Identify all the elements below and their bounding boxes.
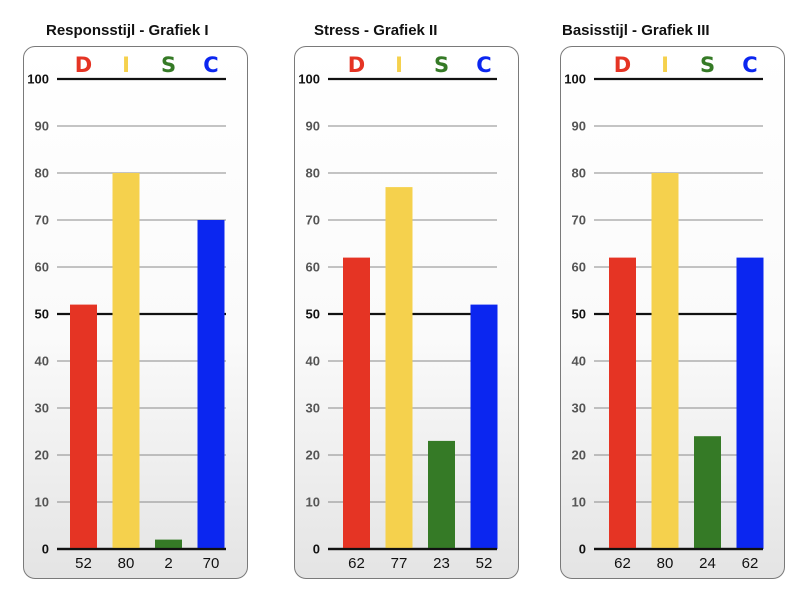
bar-value-label: 52 — [476, 555, 493, 572]
bar-s — [428, 440, 455, 549]
category-label-s: S — [434, 53, 449, 77]
category-label-d: D — [348, 53, 365, 77]
bar-value-label: 2 — [164, 555, 172, 572]
y-tick-label: 60 — [572, 260, 586, 275]
bar-value-label: 62 — [614, 555, 631, 572]
y-tick-label: 30 — [35, 401, 49, 416]
bar-s — [155, 539, 182, 549]
y-tick-label: 100 — [564, 72, 586, 87]
category-label-c: C — [742, 53, 757, 77]
y-tick-label: 70 — [306, 213, 320, 228]
y-tick-label: 0 — [313, 542, 320, 557]
bar-value-label: 62 — [742, 555, 759, 572]
y-tick-label: 10 — [35, 495, 49, 510]
y-tick-label: 20 — [35, 448, 49, 463]
y-tick-label: 100 — [27, 72, 49, 87]
category-label-d: D — [75, 53, 92, 77]
y-tick-label: 40 — [35, 354, 49, 369]
y-tick-label: 100 — [298, 72, 320, 87]
y-tick-label: 20 — [572, 448, 586, 463]
y-tick-label: 30 — [572, 401, 586, 416]
y-tick-label: 40 — [306, 354, 320, 369]
chart-title-1: Responsstijl - Grafiek I — [46, 22, 209, 39]
bar-value-label: 52 — [75, 555, 92, 572]
bar-value-label: 80 — [118, 555, 135, 572]
y-tick-label: 70 — [35, 213, 49, 228]
category-label-c: C — [203, 53, 218, 77]
y-tick-label: 20 — [306, 448, 320, 463]
bar-value-label: 62 — [348, 555, 365, 572]
category-label-c: C — [476, 53, 491, 77]
bar-value-label: 23 — [433, 555, 450, 572]
y-tick-label: 50 — [35, 307, 49, 322]
bar-c — [197, 220, 225, 549]
bar-value-label: 80 — [657, 555, 674, 572]
bar-d — [343, 257, 370, 549]
y-tick-label: 80 — [306, 166, 320, 181]
bar-value-label: 70 — [203, 555, 220, 572]
y-tick-label: 0 — [579, 542, 586, 557]
bar-i — [651, 173, 679, 549]
category-label-i: I — [122, 53, 130, 77]
bar-d — [609, 257, 636, 549]
y-tick-label: 90 — [35, 119, 49, 134]
y-tick-label: 10 — [306, 495, 320, 510]
y-tick-label: 80 — [572, 166, 586, 181]
bar-i — [112, 173, 140, 549]
bar-c — [470, 304, 498, 549]
bar-value-label: 77 — [391, 555, 408, 572]
y-tick-label: 80 — [35, 166, 49, 181]
y-tick-label: 90 — [306, 119, 320, 134]
y-tick-label: 90 — [572, 119, 586, 134]
chart-title-3: Basisstijl - Grafiek III — [562, 22, 710, 39]
y-tick-label: 10 — [572, 495, 586, 510]
y-tick-label: 50 — [572, 307, 586, 322]
bar-d — [70, 304, 97, 549]
bar-i — [385, 187, 413, 549]
y-tick-label: 0 — [42, 542, 49, 557]
chart-title-2: Stress - Grafiek II — [314, 22, 438, 39]
y-tick-label: 70 — [572, 213, 586, 228]
y-tick-label: 30 — [306, 401, 320, 416]
category-label-s: S — [700, 53, 715, 77]
y-tick-label: 50 — [306, 307, 320, 322]
y-tick-label: 60 — [306, 260, 320, 275]
bar-value-label: 24 — [699, 555, 716, 572]
bar-s — [694, 436, 721, 549]
bar-c — [736, 257, 764, 549]
category-label-d: D — [614, 53, 631, 77]
category-label-i: I — [395, 53, 403, 77]
category-label-s: S — [161, 53, 176, 77]
y-tick-label: 40 — [572, 354, 586, 369]
y-tick-label: 60 — [35, 260, 49, 275]
category-label-i: I — [661, 53, 669, 77]
